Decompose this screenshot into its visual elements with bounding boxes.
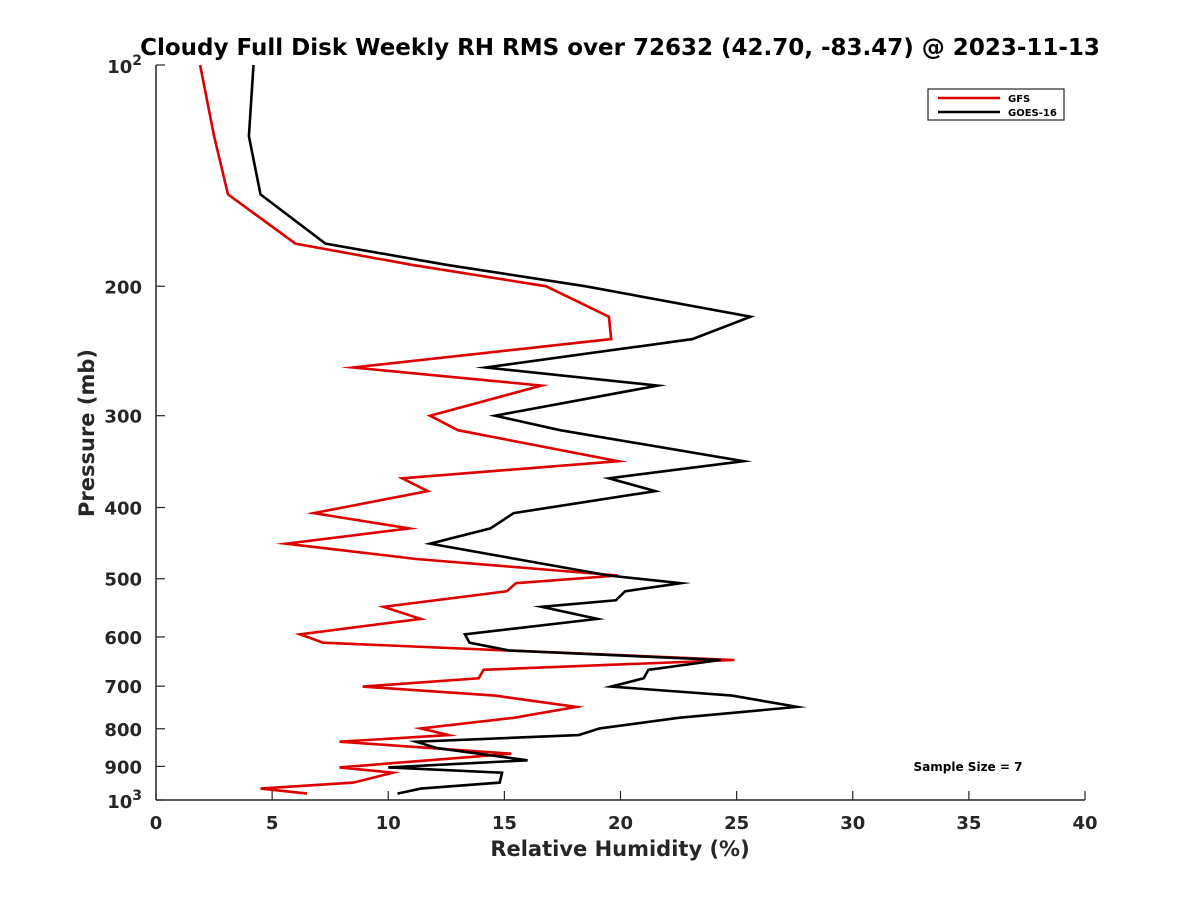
sample-size-annotation: Sample Size = 7 xyxy=(914,760,1023,774)
y-tick-label: 300 xyxy=(104,407,142,428)
y-tick-label: 900 xyxy=(104,757,142,778)
y-tick-label: 200 xyxy=(104,277,142,298)
legend-label-gfs: GFS xyxy=(1008,94,1030,105)
x-tick-label: 40 xyxy=(1072,813,1097,834)
legend-label-goes-16: GOES-16 xyxy=(1008,108,1057,119)
legend: GFS GOES-16 xyxy=(927,88,1065,121)
y-tick-label: 800 xyxy=(104,720,142,741)
chart-title: Cloudy Full Disk Weekly RH RMS over 7263… xyxy=(140,35,1100,61)
x-tick-label: 0 xyxy=(150,813,163,834)
x-tick-label: 30 xyxy=(840,813,865,834)
y-tick-label: 500 xyxy=(104,570,142,591)
series-line-goes-16 xyxy=(247,64,807,795)
plot-area: 0 5 10 15 20 25 30 35 40 200 300 400 500 600 700 800 900… xyxy=(104,53,1097,834)
x-tick-label: 15 xyxy=(492,813,517,834)
y-axis-label: Pressure (mb) xyxy=(75,349,99,517)
x-tick-label: 10 xyxy=(376,813,401,834)
y-tick-label-bottom: 103 xyxy=(107,788,142,813)
y-tick-label: 600 xyxy=(104,628,142,649)
y-tick-label-top: 102 xyxy=(107,53,142,78)
legend-box xyxy=(927,88,1065,121)
series-line-gfs xyxy=(198,64,735,795)
x-axis-label: Relative Humidity (%) xyxy=(490,837,749,861)
x-tick-label: 5 xyxy=(266,813,279,834)
x-tick-label: 25 xyxy=(724,813,749,834)
y-tick-label: 700 xyxy=(104,677,142,698)
x-tick-label: 35 xyxy=(956,813,981,834)
x-tick-label: 20 xyxy=(608,813,633,834)
y-tick-label: 400 xyxy=(104,499,142,520)
